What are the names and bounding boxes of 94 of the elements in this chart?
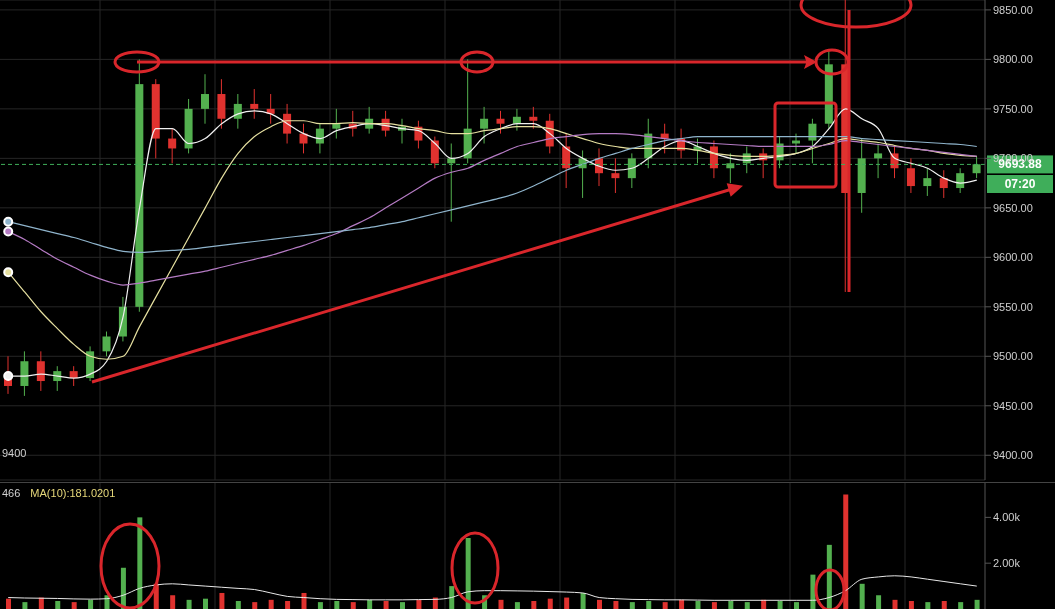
bar (695, 600, 701, 609)
bar (826, 544, 832, 609)
bar (580, 592, 586, 609)
candlestick (201, 73, 209, 125)
bar (547, 598, 553, 609)
bar (810, 574, 816, 609)
candlestick (332, 108, 341, 140)
candlestick (315, 123, 324, 154)
candlestick (250, 88, 259, 120)
candlestick (36, 350, 45, 392)
candlestick (709, 140, 718, 179)
bar (728, 600, 734, 609)
bar (416, 599, 422, 609)
candlestick (627, 152, 636, 189)
candlestick (611, 157, 620, 194)
candlestick (480, 106, 489, 145)
candlestick (808, 118, 817, 164)
bar (186, 599, 192, 609)
y-tick-label: 9550.00 (993, 300, 1033, 313)
bar (531, 600, 537, 609)
bar (88, 599, 94, 609)
bar (71, 602, 77, 609)
candlestick (923, 167, 932, 197)
y-tick-label: 4.00k (993, 511, 1021, 524)
bar (268, 599, 274, 609)
line-series (7, 575, 978, 601)
y-tick-label: 9850.00 (993, 3, 1033, 16)
bar (941, 600, 947, 609)
bar (613, 600, 619, 609)
candlestick (939, 169, 948, 199)
annotation: 466 (2, 487, 21, 499)
bar (859, 583, 865, 609)
bar (908, 600, 914, 609)
bar (711, 602, 717, 609)
candlestick (792, 133, 800, 154)
bar (777, 600, 783, 609)
bar (334, 600, 340, 609)
bar (892, 599, 898, 609)
y-tick-label: 9750.00 (993, 102, 1033, 115)
annotation: MA(10):181.0201 (30, 487, 116, 499)
bar (465, 537, 471, 609)
bar (367, 599, 373, 609)
candlestick (430, 136, 439, 169)
bar (170, 595, 176, 609)
bar (383, 600, 389, 609)
y-tick-label: 9800.00 (993, 53, 1033, 66)
bar (744, 602, 750, 609)
bar (958, 602, 964, 609)
bar (597, 599, 602, 609)
bar (646, 600, 652, 609)
y-tick-label: 9400.00 (993, 449, 1033, 462)
candlestick (874, 143, 883, 179)
bar (662, 602, 668, 609)
bar (203, 598, 208, 609)
candlestick (102, 331, 111, 357)
bar (285, 600, 291, 609)
y-tick-label: 9450.00 (993, 399, 1033, 412)
bar (235, 600, 241, 609)
bar (514, 602, 520, 609)
bar (400, 602, 405, 609)
candlestick (726, 152, 735, 184)
bar (498, 599, 504, 609)
annotation: 9400 (2, 447, 27, 459)
y-tick-label: 9650.00 (993, 201, 1033, 214)
candlestick (529, 106, 538, 130)
bar (350, 602, 356, 609)
candlestick (233, 93, 242, 130)
bar (679, 599, 685, 609)
bar (629, 602, 635, 609)
bar (301, 592, 307, 609)
bar (974, 599, 980, 609)
bar (564, 597, 570, 609)
bar (843, 494, 849, 609)
candlestick (906, 157, 915, 194)
bar (22, 602, 28, 609)
bar (6, 598, 11, 609)
bar (317, 602, 323, 609)
bar (219, 592, 225, 609)
candlestick (168, 128, 177, 164)
bar (137, 517, 143, 609)
bar (55, 600, 61, 609)
y-tick-label: 9600.00 (993, 251, 1033, 264)
candlestick (496, 110, 505, 135)
y-tick-label: 2.00k (993, 557, 1021, 570)
bar (876, 595, 882, 609)
text: 07:20 (987, 175, 1053, 193)
candlestick (972, 155, 981, 179)
bar (252, 602, 258, 609)
bar (449, 586, 455, 609)
candlestick (299, 123, 308, 154)
y-tick-label: 9500.00 (993, 350, 1033, 363)
candlestick (562, 133, 571, 189)
bar (794, 602, 799, 609)
bar (925, 602, 931, 609)
